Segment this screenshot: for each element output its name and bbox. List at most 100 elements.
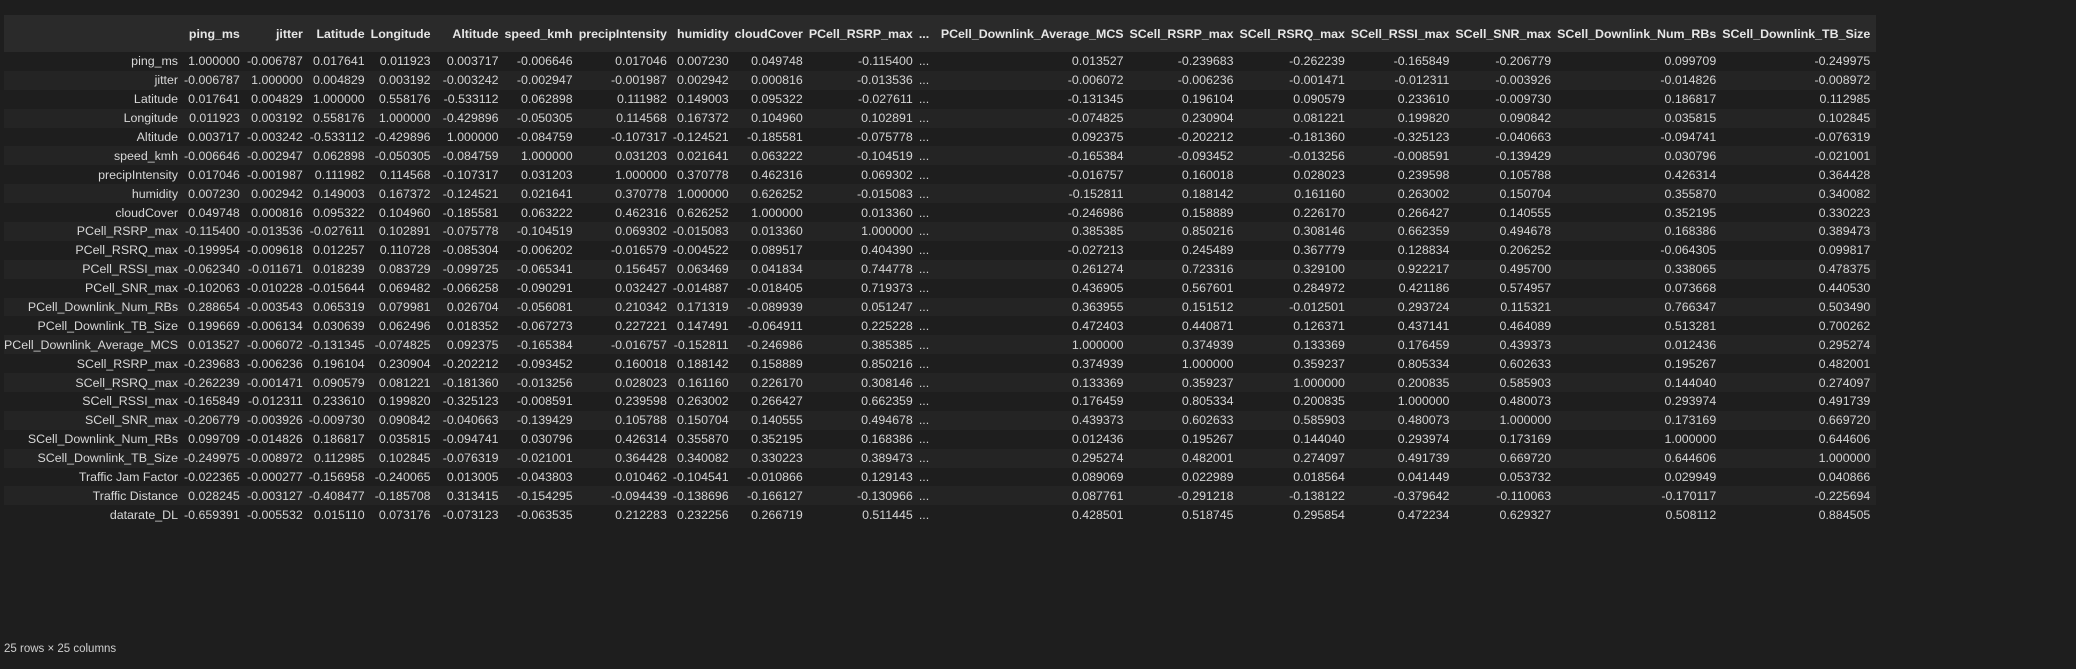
table-cell: 0.225228 <box>861 318 913 333</box>
row-label: SCell_SNR_max <box>85 413 179 428</box>
table-cell: -0.124521 <box>672 130 729 144</box>
table-cell: 0.018352 <box>446 318 499 333</box>
table-cell: 0.102891 <box>378 224 431 239</box>
table-cell: 0.293974 <box>1397 432 1450 447</box>
table-cell: 0.104960 <box>751 111 803 126</box>
table-cell: 0.293974 <box>1664 394 1717 409</box>
row-label: PCell_RSSI_max <box>82 262 179 277</box>
table-cell: 0.099817 <box>1818 243 1871 258</box>
table-row: PCell_Downlink_Average_MCS 0.013527 -0.006… <box>4 335 1877 355</box>
table-cell: 0.087761 <box>1071 488 1124 503</box>
row-label: PCell_Downlink_TB_Size <box>37 318 179 333</box>
table-cell: 0.007230 <box>188 186 240 201</box>
table-cell: -0.013536 <box>857 73 913 88</box>
table-cell: 0.012257 <box>312 243 365 258</box>
table-cell: -0.011671 <box>247 262 303 277</box>
table-cell: 0.462316 <box>751 167 803 182</box>
ellipsis-cell: ... <box>918 186 930 201</box>
table-cell: 0.389473 <box>861 451 913 466</box>
table-cell: -0.154295 <box>516 488 573 503</box>
table-cell: 0.274097 <box>1818 375 1871 390</box>
table-cell: 0.186817 <box>312 432 365 447</box>
table-cell: -0.004522 <box>672 243 729 258</box>
table-cell: 0.149003 <box>312 186 365 201</box>
table-cell: 0.040866 <box>1818 470 1871 485</box>
column-header: SCell_RSSI_max <box>1350 26 1450 41</box>
row-label: SCell_RSRP_max <box>76 356 179 371</box>
table-cell: -0.013256 <box>516 375 573 390</box>
table-cell: -0.003127 <box>247 488 303 503</box>
table-cell: 0.558176 <box>378 92 431 107</box>
column-header: humidity <box>677 26 729 41</box>
table-cell: 0.114568 <box>616 111 667 126</box>
table-cell: -0.015644 <box>308 281 365 296</box>
column-header: Longitude <box>370 26 431 41</box>
table-cell: 0.359237 <box>1293 356 1345 371</box>
table-cell: 0.173169 <box>1499 432 1552 447</box>
row-label: humidity <box>131 186 179 201</box>
table-cell: -0.152811 <box>1068 186 1124 201</box>
table-cell: -0.013256 <box>1289 148 1345 163</box>
table-cell: -0.006072 <box>1067 73 1124 88</box>
table-cell: 1.000000 <box>615 167 667 182</box>
table-cell: 0.464089 <box>1499 318 1552 333</box>
table-cell: -0.064305 <box>1660 243 1717 258</box>
table-cell: -0.006646 <box>184 148 240 163</box>
table-cell: 0.494678 <box>861 413 913 428</box>
table-cell: 0.049748 <box>751 54 803 69</box>
table-cell: 0.000816 <box>251 205 303 220</box>
table-cell: -0.008591 <box>1393 148 1450 163</box>
table-cell: 0.330223 <box>1818 205 1871 220</box>
table-cell: 0.195267 <box>1664 356 1717 371</box>
table-cell: 0.495700 <box>1499 262 1552 277</box>
table-row: PCell_Downlink_Num_RBs 0.288654 -0.003543 0… <box>4 297 1877 317</box>
table-cell: 0.147491 <box>676 318 729 333</box>
table-cell: 0.330223 <box>751 451 803 466</box>
table-cell: 0.370778 <box>615 186 667 201</box>
table-cell: -0.010866 <box>747 470 803 485</box>
table-cell: -0.006134 <box>247 318 303 333</box>
table-cell: 0.340082 <box>1818 186 1871 201</box>
column-header: SCell_Downlink_TB_Size <box>1722 26 1871 41</box>
ellipsis-cell: ... <box>918 130 930 144</box>
table-cell: 0.151512 <box>1181 300 1234 315</box>
ellipsis-cell: ... <box>918 318 930 333</box>
ellipsis-cell: ... <box>918 413 930 428</box>
table-cell: 0.105788 <box>615 413 667 428</box>
table-cell: -0.006787 <box>184 73 240 88</box>
table-cell: 1.000000 <box>188 54 240 69</box>
table-cell: 1.000000 <box>1664 432 1717 447</box>
table-cell: 0.129143 <box>861 470 913 485</box>
table-cell: 0.440871 <box>1181 318 1234 333</box>
table-cell: 0.030639 <box>312 318 365 333</box>
table-cell: 0.884505 <box>1818 507 1871 522</box>
table-cell: 1.000000 <box>446 130 499 144</box>
row-label: PCell_RSRQ_max <box>75 243 179 258</box>
table-cell: 0.095322 <box>312 205 365 220</box>
table-row: PCell_Downlink_TB_Size 0.199669 -0.006134 0… <box>4 316 1876 335</box>
table-cell: 0.089517 <box>751 243 803 258</box>
table-cell: -0.181360 <box>1289 130 1345 144</box>
table-cell: -0.102063 <box>184 281 240 296</box>
table-cell: -0.016757 <box>611 337 667 352</box>
table-cell: 0.226170 <box>751 375 803 390</box>
column-header: Altitude <box>452 26 499 41</box>
table-cell: 0.567601 <box>1181 281 1234 296</box>
table-cell: 0.013360 <box>751 224 803 239</box>
table-cell: 0.472403 <box>1071 318 1124 333</box>
table-cell: 0.188142 <box>676 356 729 371</box>
table-cell: -0.021001 <box>1814 148 1871 163</box>
table-cell: -0.185708 <box>374 488 431 503</box>
table-cell: 0.149003 <box>676 92 729 107</box>
table-cell: 0.031203 <box>615 148 667 163</box>
table-cell: 0.105788 <box>1499 167 1552 182</box>
table-cell: -0.094741 <box>442 432 499 447</box>
ellipsis-cell: ... <box>918 148 930 163</box>
table-cell: 0.478375 <box>1818 262 1871 277</box>
table-cell: -0.138122 <box>1289 488 1345 503</box>
table-cell: -0.002947 <box>516 73 573 88</box>
table-cell: 0.073176 <box>378 507 431 522</box>
row-label: precipIntensity <box>98 167 179 182</box>
table-cell: 0.744778 <box>861 262 913 277</box>
table-cell: -0.006072 <box>247 337 303 352</box>
